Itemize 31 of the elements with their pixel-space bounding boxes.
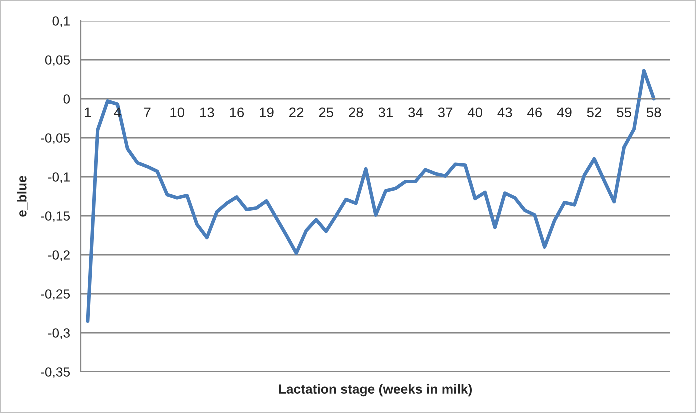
x-tick-label: 43 [498,108,512,118]
y-tick-label: -0,05 [41,134,70,144]
x-tick-label: 7 [144,108,151,118]
x-tick-label: 10 [170,108,185,118]
x-tick-label: 16 [230,108,244,118]
x-tick-label: 40 [468,108,483,118]
y-tick-label: -0,35 [41,368,70,378]
x-tick-label: 49 [557,108,572,118]
y-tick-label: 0 [64,94,70,104]
x-tick-label: 1 [85,108,92,118]
y-tick-label: 0,1 [52,16,70,28]
y-tick-label: -0,1 [48,172,70,184]
x-tick-label: 52 [587,108,602,118]
y-axis-title: e_blue [17,176,28,217]
x-tick-label: 31 [378,108,393,118]
x-tick-label: 34 [408,108,424,118]
y-tick-label: -0,15 [41,212,70,222]
x-tick-label: 19 [260,108,274,118]
x-tick-label: 28 [349,108,364,118]
y-tick-label: -0,25 [41,290,70,300]
x-tick-label: 55 [617,108,632,118]
x-tick-label: 46 [528,108,542,118]
y-tick-label: -0,3 [48,328,70,340]
x-tick-label: 37 [438,108,453,118]
x-tick-label: 13 [200,108,214,118]
x-axis-title: Lactation stage (weeks in milk) [279,384,472,397]
x-tick-label: 25 [319,108,334,118]
x-tick-label: 22 [290,108,304,118]
x-tick-label: 58 [646,108,662,118]
y-tick-label: -0,2 [48,250,70,262]
y-tick-label: 0,05 [45,56,70,66]
